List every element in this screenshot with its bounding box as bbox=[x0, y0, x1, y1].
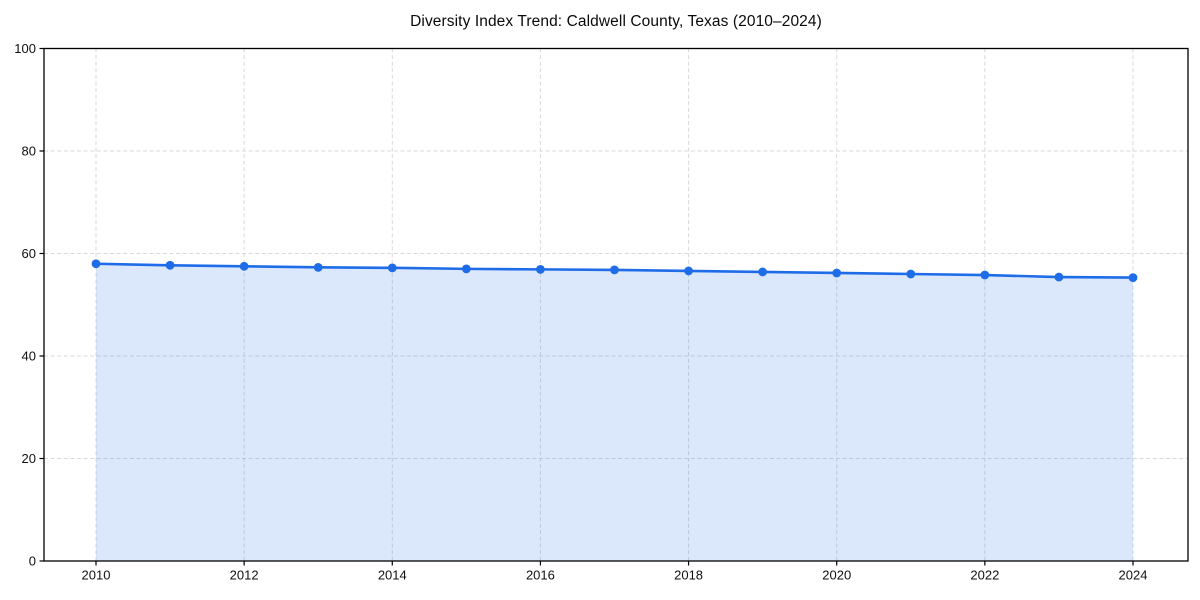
y-tick-label: 0 bbox=[29, 554, 36, 569]
y-tick-label: 40 bbox=[22, 349, 36, 364]
area-fill bbox=[96, 263, 1133, 561]
data-point bbox=[1054, 272, 1064, 282]
data-point bbox=[610, 265, 619, 275]
data-point bbox=[980, 270, 990, 280]
data-point bbox=[1128, 273, 1138, 282]
data-point bbox=[239, 261, 249, 271]
data-point bbox=[906, 269, 916, 279]
x-tick-label: 2012 bbox=[230, 568, 259, 583]
data-point bbox=[461, 264, 471, 274]
x-tick-label: 2014 bbox=[378, 568, 407, 583]
data-point bbox=[832, 268, 842, 278]
y-tick-label: 60 bbox=[22, 246, 36, 261]
data-point bbox=[91, 259, 101, 269]
data-point bbox=[684, 266, 693, 276]
x-tick-label: 2010 bbox=[82, 568, 111, 583]
y-tick-label: 20 bbox=[22, 451, 36, 466]
data-point bbox=[387, 263, 397, 273]
data-point bbox=[758, 267, 768, 277]
x-tick-label: 2022 bbox=[970, 568, 999, 583]
data-point bbox=[313, 262, 323, 272]
y-tick-label: 80 bbox=[22, 144, 36, 159]
plot-border bbox=[43, 47, 1189, 562]
data-point bbox=[165, 260, 175, 270]
x-tick-label: 2020 bbox=[822, 568, 851, 583]
x-tick-label: 2018 bbox=[674, 568, 703, 583]
x-tick-label: 2024 bbox=[1119, 568, 1148, 583]
data-point bbox=[536, 264, 545, 274]
chart-title: Diversity Index Trend: Caldwell County, … bbox=[410, 13, 822, 30]
y-tick-label: 100 bbox=[14, 41, 36, 56]
x-tick-label: 2016 bbox=[526, 568, 555, 583]
